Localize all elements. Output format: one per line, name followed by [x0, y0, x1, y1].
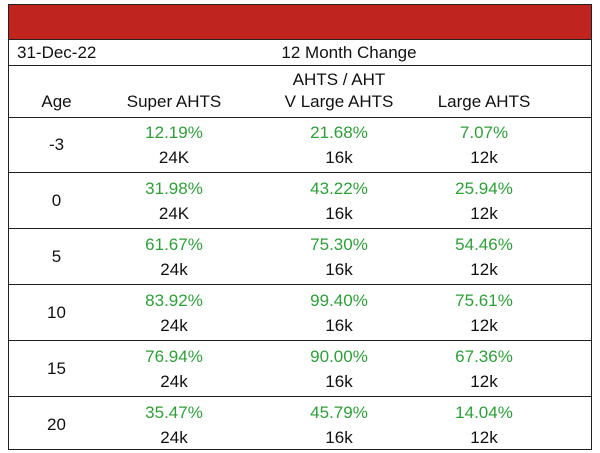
- column-header-super-ahts: Super AHTS: [126, 92, 222, 111]
- age-cell: 10: [47, 303, 66, 322]
- date-label: 31-Dec-22: [17, 43, 97, 62]
- vlarge-size-cell: 16k: [325, 204, 353, 223]
- vlarge-size-cell: 16k: [325, 260, 353, 279]
- super-size-cell: 24k: [160, 316, 188, 335]
- table-row: -3 12.19% 24K 21.68% 16k 7.07% 12k: [9, 117, 591, 173]
- column-header-v-large-line2: V Large AHTS: [284, 92, 394, 111]
- column-header-v-large-line1: AHTS / AHT: [292, 70, 386, 89]
- column-header-v-large-ahts: AHTS / AHT V Large AHTS: [264, 69, 414, 113]
- super-size-cell: 24k: [160, 260, 188, 279]
- large-size-cell: 12k: [470, 204, 498, 223]
- table-body: -3 12.19% 24K 21.68% 16k 7.07% 12k 0 31.…: [9, 117, 591, 452]
- super-size-cell: 24k: [160, 428, 188, 447]
- super-pct-cell: 12.19%: [145, 123, 203, 142]
- value-change-table: 31-Dec-22 12 Month Change Age Super AHTS…: [8, 4, 592, 450]
- large-pct-cell: 14.04%: [455, 403, 513, 422]
- column-header-row: Age Super AHTS AHTS / AHT V Large AHTS L…: [9, 65, 591, 118]
- large-pct-cell: 75.61%: [455, 291, 513, 310]
- large-pct-cell: 7.07%: [459, 123, 509, 142]
- super-pct-cell: 31.98%: [145, 179, 203, 198]
- table-title: 12 Month Change: [281, 43, 417, 62]
- title-row: 31-Dec-22 12 Month Change: [9, 40, 591, 66]
- large-size-cell: 12k: [470, 148, 498, 167]
- large-size-cell: 12k: [470, 372, 498, 391]
- large-size-cell: 12k: [470, 428, 498, 447]
- vlarge-pct-cell: 21.68%: [310, 123, 368, 142]
- large-pct-cell: 54.46%: [455, 235, 513, 254]
- large-pct-cell: 67.36%: [455, 347, 513, 366]
- table-row: 10 83.92% 24k 99.40% 16k 75.61% 12k: [9, 285, 591, 341]
- age-cell: 20: [47, 415, 66, 434]
- super-size-cell: 24K: [158, 204, 190, 223]
- table-row: 0 31.98% 24K 43.22% 16k 25.94% 12k: [9, 173, 591, 229]
- age-cell: -3: [48, 135, 65, 154]
- age-cell: 0: [51, 191, 62, 210]
- vlarge-size-cell: 16k: [325, 148, 353, 167]
- column-header-large-ahts: Large AHTS: [437, 92, 531, 111]
- large-pct-cell: 25.94%: [455, 179, 513, 198]
- table-row: 15 76.94% 24k 90.00% 16k 67.36% 12k: [9, 341, 591, 397]
- vlarge-pct-cell: 43.22%: [310, 179, 368, 198]
- column-header-age: Age: [41, 92, 72, 111]
- super-size-cell: 24K: [158, 148, 190, 167]
- table-row: 5 61.67% 24k 75.30% 16k 54.46% 12k: [9, 229, 591, 285]
- header-bar: [9, 5, 591, 40]
- large-size-cell: 12k: [470, 316, 498, 335]
- vlarge-size-cell: 16k: [325, 372, 353, 391]
- age-cell: 5: [51, 247, 62, 266]
- super-pct-cell: 76.94%: [145, 347, 203, 366]
- super-size-cell: 24k: [160, 372, 188, 391]
- vlarge-pct-cell: 90.00%: [310, 347, 368, 366]
- vlarge-size-cell: 16k: [325, 428, 353, 447]
- age-cell: 15: [47, 359, 66, 378]
- table-row: 20 35.47% 24k 45.79% 16k 14.04% 12k: [9, 397, 591, 452]
- vlarge-pct-cell: 99.40%: [310, 291, 368, 310]
- vlarge-pct-cell: 75.30%: [310, 235, 368, 254]
- super-pct-cell: 35.47%: [145, 403, 203, 422]
- vlarge-pct-cell: 45.79%: [310, 403, 368, 422]
- large-size-cell: 12k: [470, 260, 498, 279]
- super-pct-cell: 83.92%: [145, 291, 203, 310]
- vlarge-size-cell: 16k: [325, 316, 353, 335]
- super-pct-cell: 61.67%: [145, 235, 203, 254]
